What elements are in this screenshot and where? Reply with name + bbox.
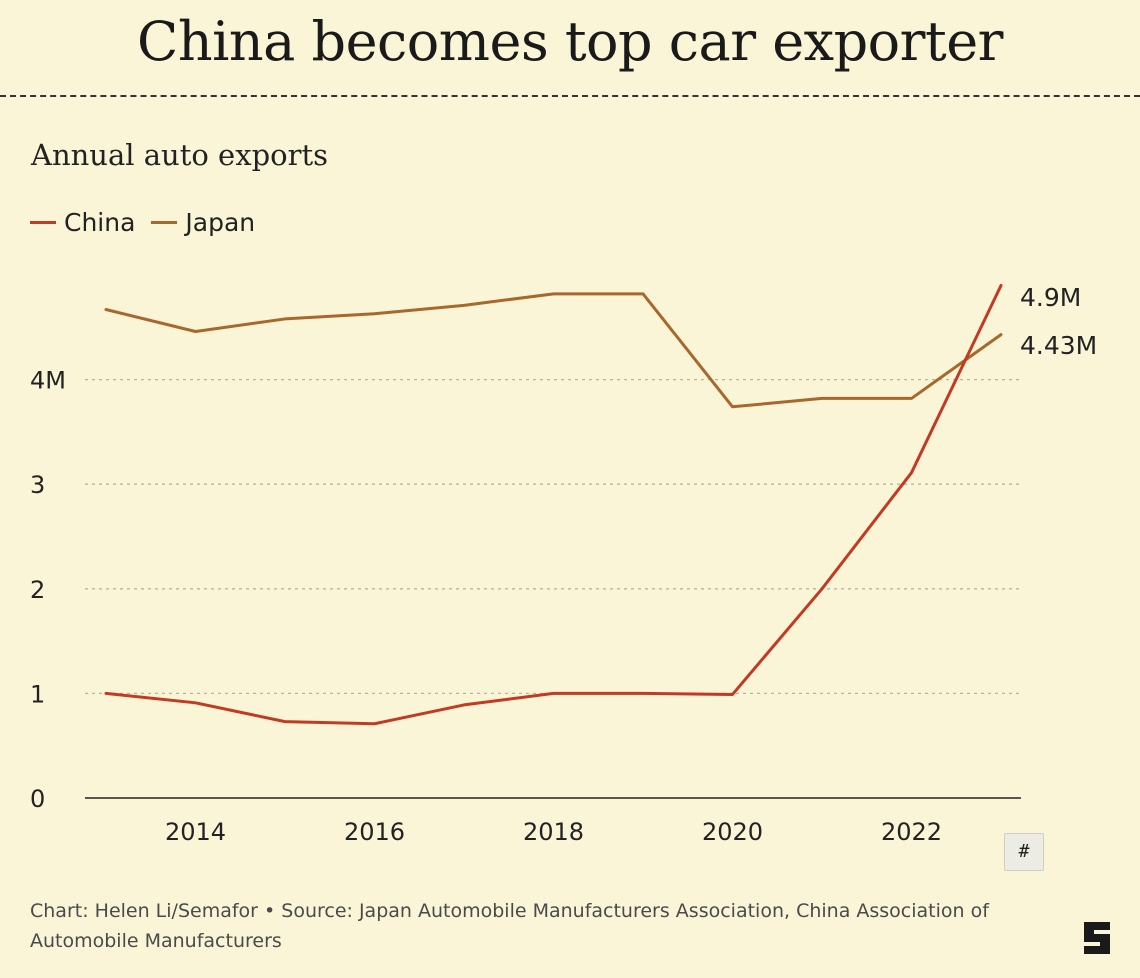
- x-tick-label: 2014: [165, 818, 226, 846]
- x-tick-label: 2018: [523, 818, 584, 846]
- chart-title: Annual auto exports: [31, 138, 328, 172]
- legend-item-china: China: [30, 208, 135, 237]
- y-tick-label: 1: [30, 680, 45, 708]
- series-line-japan: [104, 292, 1003, 409]
- y-tick-label: 4M: [30, 367, 66, 395]
- y-tick-label: 3: [30, 471, 45, 499]
- end-label-japan: 4.43M: [1020, 331, 1097, 360]
- x-tick-label: 2016: [344, 818, 405, 846]
- headline-divider: [0, 95, 1140, 97]
- legend-label-japan: Japan: [185, 208, 256, 237]
- legend-label-china: China: [64, 208, 136, 237]
- series-line-china: [104, 283, 1003, 726]
- legend-swatch-china: [30, 221, 56, 224]
- y-tick-label: 2: [30, 576, 45, 604]
- semafor-logo-icon: [1084, 922, 1110, 954]
- legend-swatch-japan: [151, 221, 178, 224]
- legend-item-japan: Japan: [151, 208, 255, 237]
- x-tick-label: 2020: [702, 818, 763, 846]
- y-tick-label: 0: [30, 785, 45, 813]
- chart-credit: Chart: Helen Li/Semafor • Source: Japan …: [30, 900, 989, 952]
- chart-legend: China Japan: [30, 208, 271, 237]
- end-label-china: 4.9M: [1020, 283, 1081, 312]
- page-headline: China becomes top car exporter: [137, 10, 1003, 73]
- hash-button[interactable]: #: [1004, 833, 1044, 871]
- x-tick-label: 2022: [881, 818, 942, 846]
